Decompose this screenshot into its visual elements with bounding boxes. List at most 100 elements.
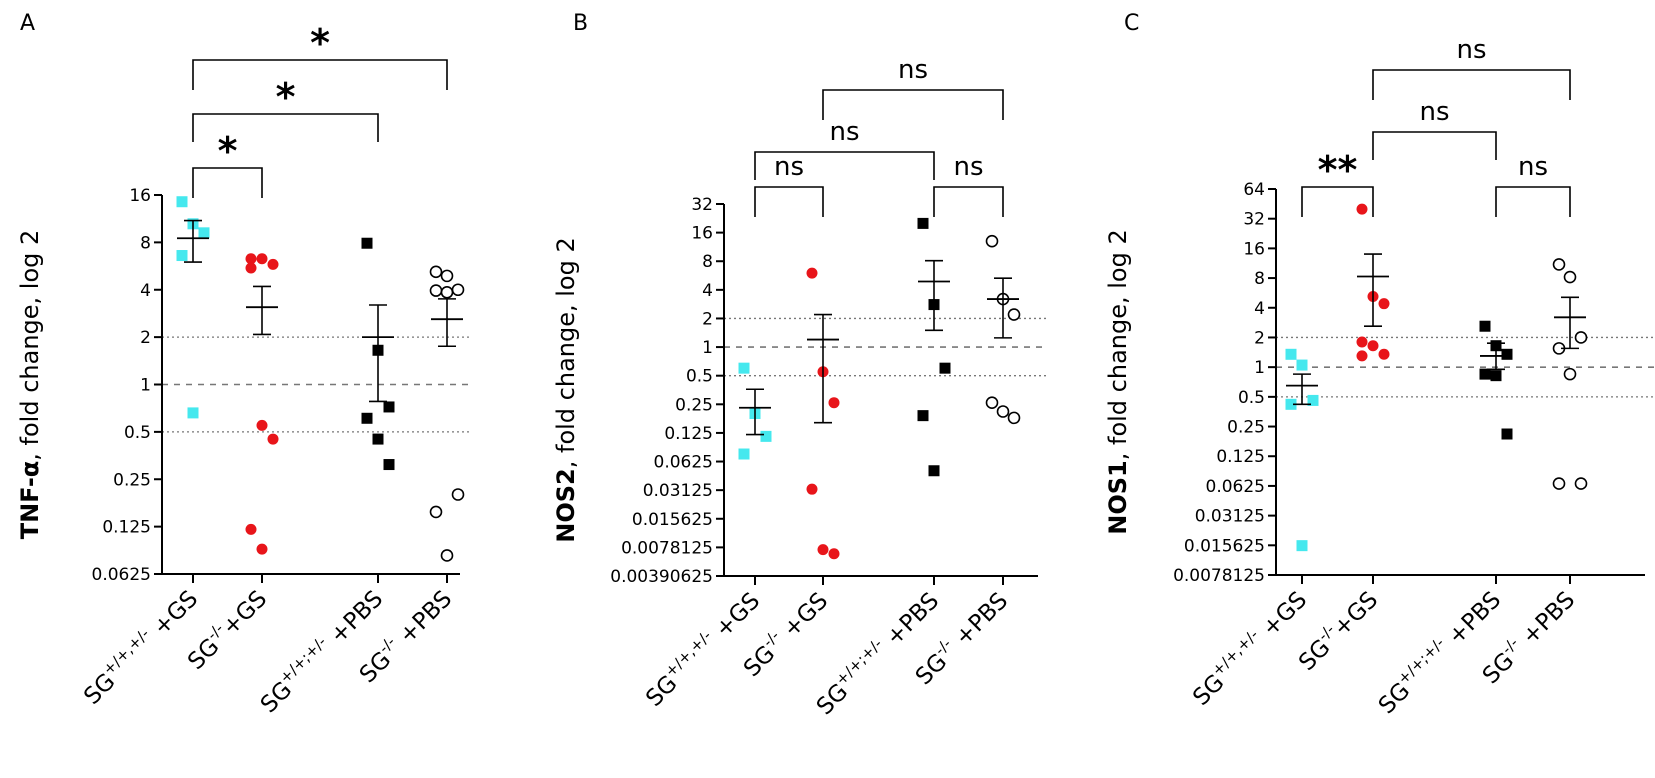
y-tick-label: 1 — [140, 376, 151, 396]
data-point — [939, 362, 951, 374]
data-point — [256, 419, 268, 431]
x-tick-label: SG+/+,+/- +GS — [76, 583, 203, 710]
y-tick-label: 0.0078125 — [621, 538, 713, 558]
data-point — [806, 267, 818, 279]
data-point — [429, 265, 443, 279]
x-tick-label: SG+/+;+/- +PBS — [253, 583, 388, 718]
significance-label: ns — [1456, 35, 1486, 65]
data-point — [917, 410, 929, 422]
y-tick-label: 64 — [1243, 180, 1265, 200]
y-tick-label: 0.00390625 — [610, 567, 713, 587]
data-point — [440, 549, 454, 562]
y-tick-label: 8 — [140, 233, 151, 253]
data-point — [928, 465, 940, 477]
panel-b: B NOS2, fold change, log 2 32 16 8 4 2 1 0.5 0.25… — [552, 11, 1048, 720]
significance-bracket — [1495, 186, 1571, 217]
y-axis-label-unit: , fold change, log 2 — [16, 230, 44, 461]
y-tick-label: 2 — [1254, 328, 1265, 348]
y-tick-label: 2 — [702, 309, 713, 329]
significance-label: * — [310, 21, 330, 65]
significance-label: ns — [1419, 97, 1449, 127]
y-tick-label: 32 — [691, 195, 713, 215]
y-axis-label-gene: NOS2 — [552, 468, 580, 542]
data-point — [361, 412, 373, 424]
y-axis-label-unit: , fold change, log 2 — [1104, 229, 1132, 460]
significance-bracket — [933, 186, 1004, 217]
data-point — [267, 433, 279, 445]
significance-bracket — [192, 113, 379, 142]
data-point — [985, 234, 999, 248]
data-point — [1490, 370, 1502, 382]
x-tick-label: SG+/+,+/- +GS — [638, 585, 765, 712]
data-point — [245, 523, 257, 535]
data-point — [1501, 348, 1513, 360]
x-tick-label-treatment: +PBS — [945, 588, 1013, 656]
data-point — [1367, 340, 1379, 352]
x-tick-label-treatment: +GS — [705, 588, 765, 648]
data-point — [738, 362, 750, 374]
significance-label: ns — [1518, 152, 1548, 182]
data-point — [1285, 398, 1297, 410]
data-point — [256, 543, 268, 555]
data-point — [451, 488, 465, 501]
x-tick-label-treatment: +PBS — [389, 586, 457, 654]
data-point — [187, 407, 199, 419]
y-tick-label: 8 — [1254, 269, 1265, 289]
data-point — [806, 483, 818, 495]
data-point — [1007, 411, 1021, 425]
x-tick-label: SG-/-+GS — [1291, 584, 1383, 676]
y-tick-label: 0.0625 — [654, 453, 713, 473]
y-tick-label: 0.0625 — [92, 565, 151, 585]
significance-label: ns — [829, 117, 859, 147]
y-axis-label: NOS2, fold change, log 2 — [552, 237, 580, 542]
data-point — [245, 262, 257, 274]
data-point — [1552, 477, 1566, 490]
data-point — [256, 253, 268, 265]
y-tick-label: 8 — [702, 252, 713, 272]
data-point — [1356, 336, 1368, 348]
data-point — [361, 237, 373, 249]
y-axis-label: TNF-α, fold change, log 2 — [16, 230, 44, 540]
x-tick-label: SG+/+,+/- +GS — [1185, 584, 1312, 711]
y-tick-label: 0.015625 — [1184, 536, 1265, 556]
data-point — [1563, 367, 1577, 381]
x-tick-label-treatment: +PBS — [1438, 587, 1506, 655]
x-tick-label-genotype: +/+,+/- — [99, 625, 153, 679]
significance-label: ns — [898, 55, 928, 85]
panel-letter: B — [573, 11, 588, 36]
data-point — [1378, 348, 1390, 360]
panel-letter: C — [1124, 11, 1139, 36]
data-point — [1574, 331, 1588, 344]
y-tick-label: 0.0078125 — [1173, 566, 1265, 586]
x-tick-label-treatment: +PBS — [1512, 587, 1580, 655]
data-point — [1574, 477, 1588, 490]
y-tick-label: 1 — [702, 338, 713, 358]
y-tick-label: 0.5 — [1238, 388, 1265, 408]
data-point — [383, 459, 395, 471]
y-tick-label: 0.03125 — [1195, 507, 1265, 527]
x-tick-label-genotype: +/+;+/- — [832, 635, 886, 689]
significance-label: * — [218, 129, 238, 173]
data-point — [1285, 348, 1297, 360]
y-tick-label: 0.5 — [124, 423, 151, 443]
data-point — [267, 258, 279, 270]
panel-letter: A — [20, 11, 35, 36]
y-tick-label: 16 — [129, 186, 151, 206]
data-point — [1552, 258, 1566, 271]
data-point — [1007, 308, 1021, 321]
data-point — [1501, 428, 1513, 440]
y-tick-label: 0.25 — [113, 470, 151, 490]
y-tick-label: 16 — [1243, 239, 1265, 259]
x-tick-label-treatment: +GS — [773, 588, 833, 648]
data-point — [917, 217, 929, 229]
x-tick-label-genotype: +/+,+/- — [661, 627, 715, 681]
y-tick-label: 0.125 — [1216, 447, 1265, 467]
data-point — [1479, 368, 1491, 380]
data-point — [760, 430, 772, 442]
significance-bracket — [754, 151, 935, 180]
significance-bracket — [192, 167, 263, 198]
y-tick-label: 2 — [140, 328, 151, 348]
x-tick-label-treatment: +GS — [143, 586, 203, 646]
y-axis-label: NOS1, fold change, log 2 — [1104, 229, 1132, 534]
data-point — [176, 196, 188, 208]
